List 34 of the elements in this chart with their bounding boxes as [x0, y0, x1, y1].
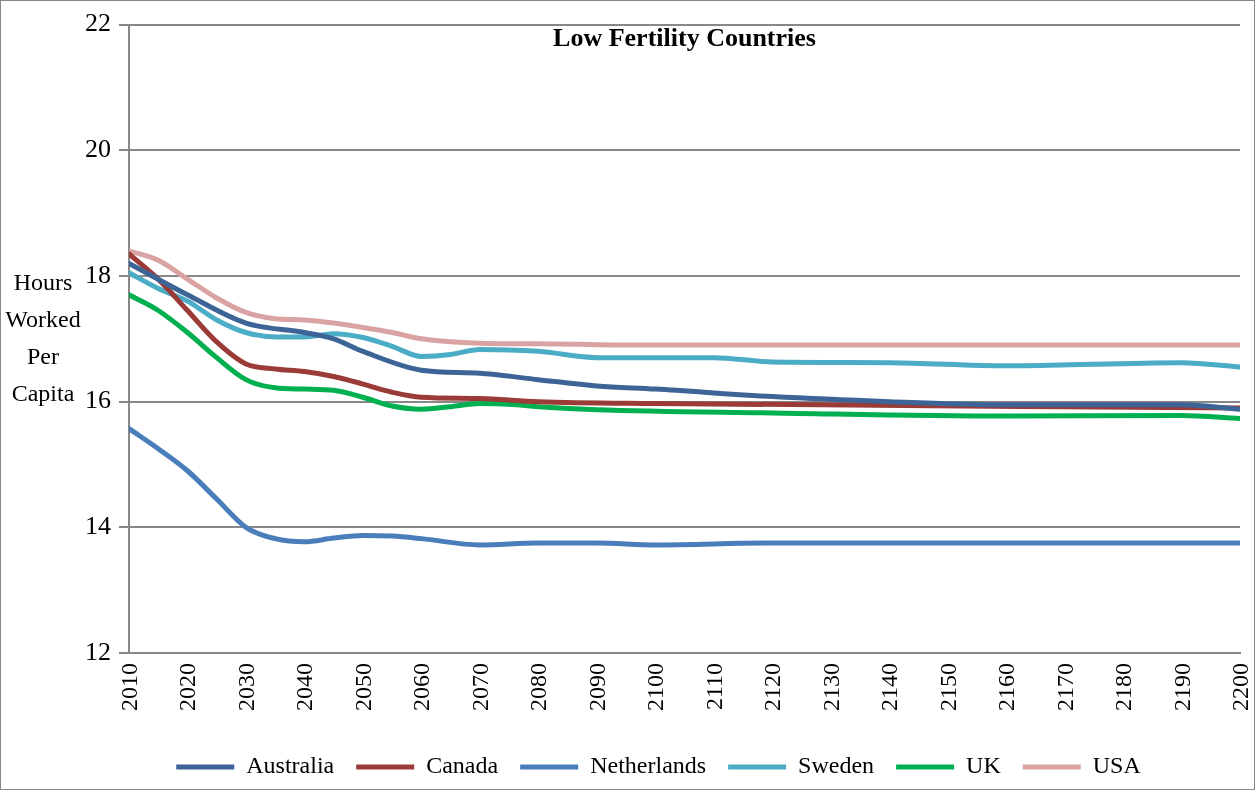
x-tick-label: 2030	[232, 663, 259, 711]
x-tick-label: 2120	[759, 663, 786, 711]
x-tick-label: 2010	[116, 663, 142, 711]
legend-label: USA	[1092, 752, 1142, 779]
x-tick-label: 2150	[934, 663, 961, 711]
x-tick-label: 2060	[408, 663, 435, 711]
x-tick-label: 2180	[1110, 663, 1137, 711]
y-tick-label: 22	[85, 8, 111, 38]
x-tick-label: 2160	[993, 663, 1020, 711]
x-tick-label: 2110	[700, 663, 727, 711]
legend-label: Australia	[246, 752, 335, 779]
legend-label: Sweden	[798, 752, 875, 779]
y-tick-label: 18	[85, 259, 111, 289]
y-tick-label: 14	[85, 511, 111, 541]
x-tick-label: 2050	[349, 663, 376, 711]
x-tick-label: 2020	[174, 663, 201, 711]
x-tick-label: 2040	[291, 663, 318, 711]
legend-label: UK	[966, 752, 1002, 779]
x-tick-label: 2080	[525, 663, 552, 711]
x-tick-label: 2140	[876, 663, 903, 711]
y-tick-label: 12	[85, 636, 111, 666]
legend-label: Canada	[426, 752, 499, 779]
y-tick-label: 20	[85, 134, 111, 164]
x-tick-label: 2200	[1227, 663, 1253, 711]
x-tick-label: 2100	[642, 663, 669, 711]
legend-label: Netherlands	[590, 752, 707, 779]
y-tick-label: 16	[85, 385, 111, 415]
y-axis-title: Hours Worked Per Capita	[5, 268, 81, 406]
x-tick-label: 2130	[817, 663, 844, 711]
chart-title: Low Fertility Countries	[553, 23, 816, 53]
x-tick-label: 2190	[1168, 663, 1195, 711]
x-tick-label: 2170	[1051, 663, 1078, 711]
x-tick-label: 2070	[466, 663, 493, 711]
x-tick-label: 2090	[583, 663, 610, 711]
